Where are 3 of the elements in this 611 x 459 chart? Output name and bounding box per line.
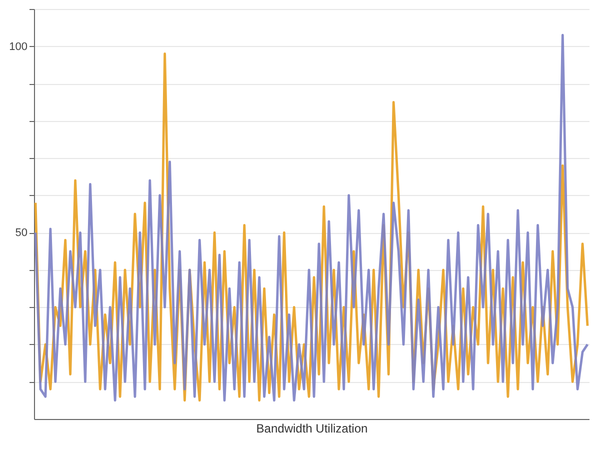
x-axis-title: Bandwidth Utilization: [256, 422, 368, 436]
y-tick-label: 50: [15, 227, 28, 240]
y-tick-label: 100: [9, 40, 28, 53]
